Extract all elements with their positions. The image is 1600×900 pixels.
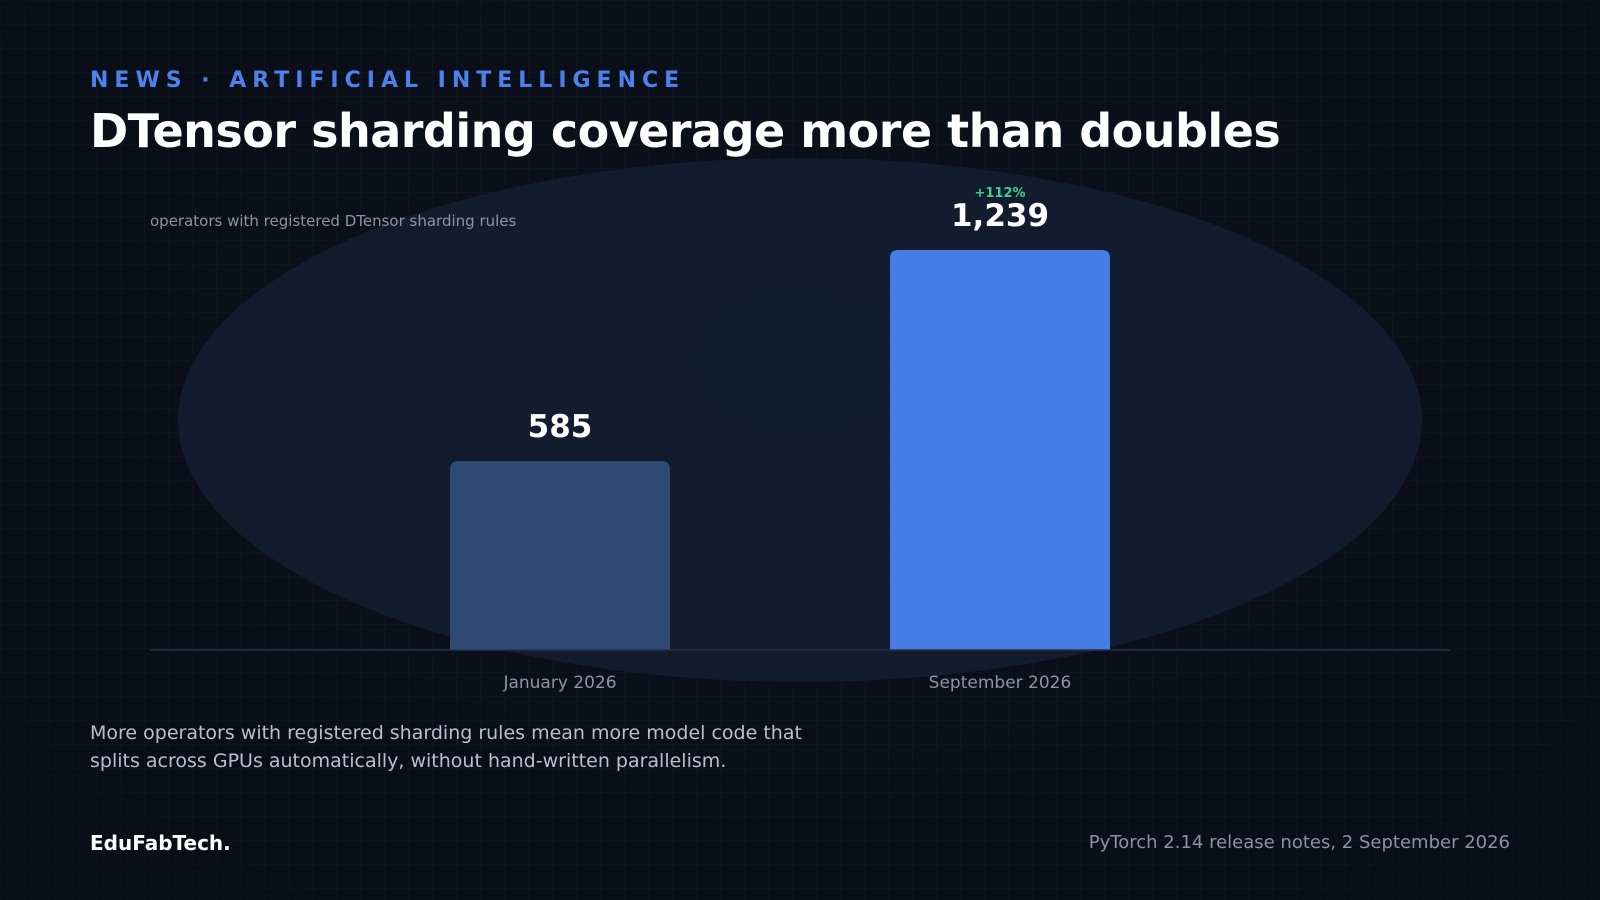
- chart-glow: [178, 158, 1422, 682]
- chart-description: More operators with registered sharding …: [90, 722, 802, 772]
- bar-value-label: 585: [528, 409, 593, 445]
- bar-value-label: 1,239: [951, 198, 1049, 234]
- change-percentage-label: +112%: [974, 186, 1025, 201]
- x-tick-label: January 2026: [502, 673, 616, 693]
- page-title: DTensor sharding coverage more than doub…: [90, 104, 1281, 158]
- chart-subtitle: operators with registered DTensor shardi…: [150, 212, 517, 230]
- brand-logo-text: EduFabTech.: [90, 831, 231, 855]
- source-citation: PyTorch 2.14 release notes, 2 September …: [1088, 832, 1510, 853]
- section-kicker: NEWS · ARTIFICIAL INTELLIGENCE: [90, 68, 686, 93]
- x-tick-label: September 2026: [929, 673, 1072, 693]
- bar-2: [890, 250, 1110, 650]
- bar-1: [450, 461, 670, 650]
